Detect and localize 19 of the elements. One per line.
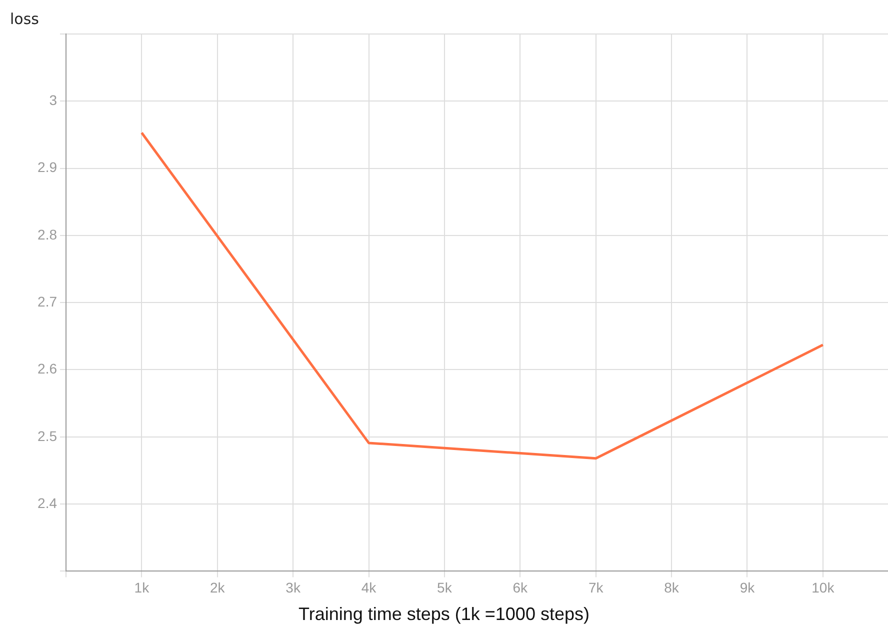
x-tick-label: 3k [286,579,302,596]
y-tick-label: 2.8 [38,226,58,242]
x-tick-label: 4k [361,579,378,596]
y-tick-label: 3 [49,92,58,108]
y-axis-title: loss [10,10,39,28]
x-tick-label: 1k [134,579,150,596]
y-tick-label: 2.7 [38,293,58,310]
x-tick-label: 8k [664,579,680,596]
x-axis-title: Training time steps (1k =1000 steps) [298,604,590,625]
y-tick-label: 2.5 [38,428,58,444]
x-tick-label: 9k [740,579,756,596]
y-tick-label: 2.6 [38,360,58,377]
y-tick-label: 2.4 [38,494,58,511]
y-tick-label: 2.9 [38,159,58,176]
x-tick-label: 7k [588,579,604,596]
x-tick-label: 2k [210,579,226,596]
x-tick-label: 10k [812,579,836,596]
x-tick-label: 6k [512,579,529,596]
x-tick-label: 5k [437,579,453,596]
